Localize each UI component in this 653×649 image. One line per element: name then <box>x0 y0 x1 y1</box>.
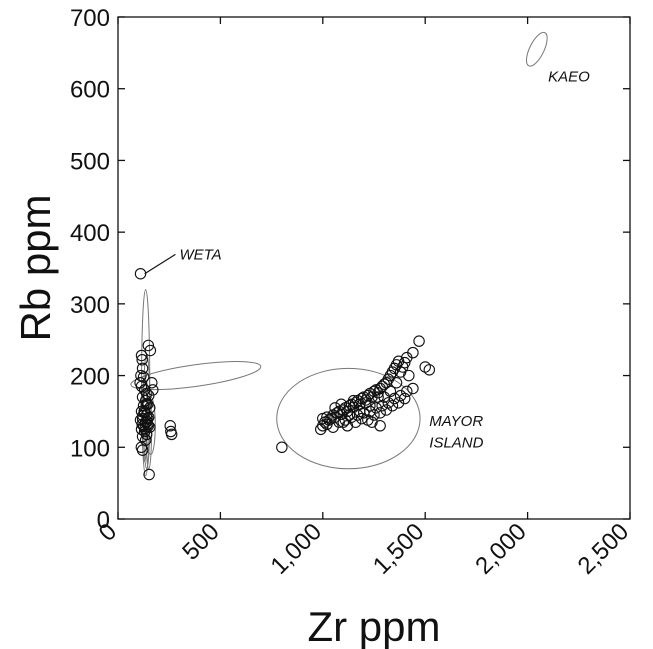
data-point <box>147 384 159 396</box>
annotation-weta: WETA <box>179 246 221 263</box>
y-tick-label: 600 <box>70 77 110 104</box>
x-axis-title: Zr ppm <box>307 603 440 649</box>
data-point <box>355 412 368 425</box>
y-tick-label: 400 <box>70 220 110 247</box>
annotation-kaeo: KAEO <box>548 69 590 86</box>
data-point <box>142 339 155 352</box>
data-point <box>343 409 356 421</box>
x-tick-label: 2,500 <box>573 518 635 580</box>
x-tick-label: 500 <box>177 518 224 565</box>
axes-layer <box>117 16 631 520</box>
data-point <box>386 399 399 412</box>
data-point <box>329 402 341 414</box>
data-point <box>317 412 329 425</box>
data-point <box>335 398 347 411</box>
data-point <box>407 346 419 359</box>
y-tick-label: 700 <box>70 5 110 32</box>
data-point <box>398 392 411 405</box>
data-point <box>368 409 380 421</box>
data-point <box>384 385 397 398</box>
data-point <box>135 349 148 362</box>
weta-ellipse <box>130 361 262 391</box>
data-point <box>380 404 393 416</box>
data-point <box>146 376 158 389</box>
y-axis-title: Rb ppm <box>12 194 59 341</box>
data-point <box>413 335 425 347</box>
data-point <box>374 420 386 432</box>
data-point <box>390 376 403 389</box>
data-point <box>137 371 150 383</box>
data-point <box>139 422 151 435</box>
data-point <box>378 391 390 403</box>
x-tick-label: 1,000 <box>265 518 327 580</box>
data-point <box>407 382 419 395</box>
data-point <box>366 391 378 403</box>
data-point <box>136 354 148 366</box>
data-point <box>349 416 362 428</box>
data-points-layer <box>134 267 436 481</box>
data-point <box>403 369 415 382</box>
y-tick-label: 200 <box>70 364 110 391</box>
data-point <box>347 394 360 407</box>
data-point <box>141 415 153 428</box>
y-tick-label: 500 <box>70 148 110 175</box>
y-tick-label: 300 <box>70 292 110 319</box>
mayor-island-ellipse <box>276 367 421 470</box>
data-point <box>366 416 378 428</box>
data-point <box>144 344 157 357</box>
data-point <box>374 407 386 419</box>
x-tick-label: 1,500 <box>368 518 430 580</box>
data-point <box>142 420 155 432</box>
data-point <box>364 399 376 412</box>
y-tick-label: 100 <box>70 435 110 462</box>
data-point <box>337 416 350 428</box>
data-point <box>164 420 176 432</box>
plot-frame <box>117 16 631 520</box>
annotation-island: ISLAND <box>429 434 483 451</box>
data-point <box>140 398 153 411</box>
weta-leader-line <box>144 253 176 275</box>
data-point <box>398 356 411 369</box>
data-point <box>134 267 147 280</box>
annotation-mayor: MAYOR <box>429 413 483 430</box>
x-tick-label: 2,000 <box>470 518 532 580</box>
data-point <box>276 441 288 454</box>
data-point <box>376 380 388 393</box>
data-point <box>353 405 366 418</box>
data-point <box>423 364 436 376</box>
kaeo-ellipse <box>525 31 548 67</box>
data-point <box>392 397 405 409</box>
data-point <box>137 409 149 422</box>
y-tick-label: 0 <box>97 507 110 534</box>
data-point <box>136 444 149 456</box>
data-point <box>143 468 155 481</box>
data-point <box>136 362 149 375</box>
data-point <box>401 385 413 398</box>
data-point <box>165 428 178 441</box>
data-point <box>372 391 384 403</box>
